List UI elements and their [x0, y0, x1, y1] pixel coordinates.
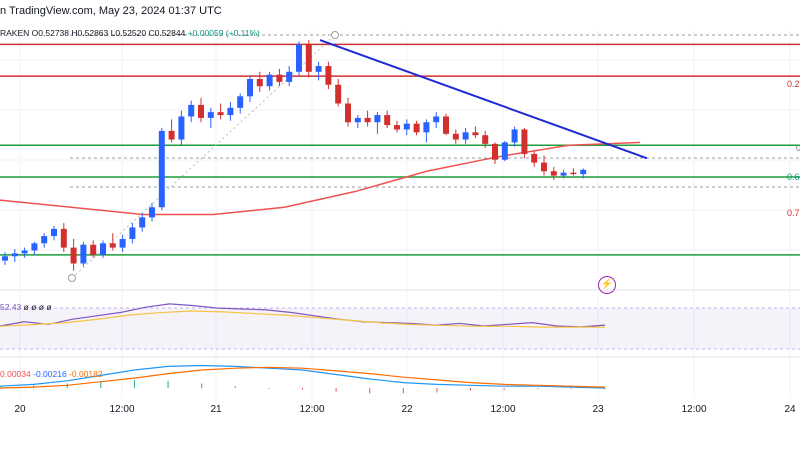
candle-body [129, 227, 136, 239]
candle-body [433, 116, 440, 123]
fib-anchor-point [68, 274, 76, 282]
fib-anchor-point [331, 31, 339, 39]
high-value: H0.52863 [71, 28, 109, 38]
rsi-legend: 52.43 ø ø ø ø [0, 302, 52, 312]
low-value: L0.52520 [110, 28, 147, 38]
macd-legend: 0.00034 -0.00216 -0.00182 [0, 369, 103, 379]
fib-label-4: 0.7 [787, 208, 800, 218]
candle-body [266, 74, 273, 87]
candle-body [550, 171, 557, 176]
candle-body [354, 117, 361, 123]
candle-body [158, 130, 165, 208]
candle-body [492, 143, 498, 160]
x-tick-label: 12:00 [299, 404, 325, 415]
fib-anchor-line [71, 34, 336, 279]
x-tick-label: 21 [210, 404, 222, 415]
x-tick-label: 12:00 [490, 404, 516, 415]
chart-source-header: n TradingView.com, May 23, 2024 01:37 UT… [0, 5, 222, 17]
candle-body [256, 79, 263, 87]
candle-body [462, 132, 469, 140]
macd-hist-value: 0.00034 [0, 369, 31, 379]
change-value: +0.00059 (+0.11%) [187, 28, 260, 38]
rsi-line [0, 303, 606, 328]
alert-lightning-icon[interactable]: ⚡ [598, 276, 616, 294]
candle-body [41, 236, 48, 244]
candle-body [119, 238, 126, 248]
candle-body [501, 142, 508, 160]
signal-line-value: -0.00182 [69, 369, 103, 379]
candle-body [21, 250, 28, 254]
x-tick-label: 12:00 [681, 404, 707, 415]
rsi-placeholders: ø ø ø ø [23, 302, 52, 312]
x-tick-label: 12:00 [109, 404, 135, 415]
candle-body [580, 169, 587, 175]
candle-body [570, 172, 577, 175]
x-tick-label: 23 [592, 404, 604, 415]
candle-body [413, 123, 420, 133]
candle-body [472, 132, 479, 136]
candle-body [286, 71, 293, 82]
fib-label-3: 0.6 [787, 172, 800, 182]
candle-body [452, 133, 459, 140]
candle-body [276, 74, 283, 82]
candle-body [296, 44, 302, 72]
candle-body [364, 117, 371, 123]
candle-body [345, 103, 351, 123]
candle-body [521, 129, 528, 154]
candle-body [423, 122, 430, 133]
close-value: C0.52844 [148, 28, 186, 38]
candle-body [207, 112, 214, 118]
candle-body [541, 162, 547, 172]
candle-body [31, 243, 38, 251]
candle-body [198, 104, 204, 118]
candle-body [247, 79, 253, 97]
candle-body [100, 243, 106, 255]
macd-line [0, 364, 606, 389]
x-tick-label: 24 [784, 404, 796, 415]
candle-body [384, 115, 391, 126]
x-tick-label: 20 [14, 404, 26, 415]
x-tick-label: 22 [401, 404, 413, 415]
candle-body [109, 243, 116, 248]
candle-body [237, 96, 244, 108]
macd-line-value: -0.00216 [33, 369, 67, 379]
open-value: O0.52738 [31, 28, 70, 38]
candle-body [178, 116, 185, 140]
candle-body [90, 244, 97, 255]
fib-label-1: 0.2 [787, 79, 800, 89]
rsi-value: 52.43 [0, 302, 22, 312]
candle-body [80, 244, 87, 264]
candle-body [60, 228, 67, 248]
candle-body [315, 66, 322, 72]
candle-body [374, 115, 381, 123]
candle-body [335, 84, 342, 104]
ohlc-legend: RAKEN O0.52738 H0.52863 L0.52520 C0.5284… [0, 28, 260, 38]
candle-body [394, 125, 400, 130]
candle-body [188, 104, 195, 117]
candle-body [560, 172, 567, 176]
rsi-band [0, 308, 800, 349]
candle-body [227, 107, 234, 116]
candle-body [2, 256, 8, 261]
rsi-ma-line [0, 310, 605, 328]
candle-body [443, 116, 449, 134]
resistance-trendline [319, 39, 648, 160]
candle-body [168, 130, 175, 140]
candle-body [531, 153, 538, 163]
candle-body [325, 66, 332, 85]
candle-body [482, 135, 489, 144]
symbol-label[interactable]: RAKEN [0, 28, 30, 38]
moving-average-line [0, 141, 641, 216]
candle-body [70, 247, 77, 264]
candle-body [511, 129, 518, 143]
candle-body [11, 253, 18, 257]
candle-body [51, 228, 57, 237]
fib-label-2: 0 [796, 143, 800, 153]
candle-body [139, 217, 146, 228]
candle-body [149, 207, 155, 218]
candle-body [305, 44, 312, 72]
candle-body [403, 123, 410, 130]
candle-body [217, 112, 224, 116]
